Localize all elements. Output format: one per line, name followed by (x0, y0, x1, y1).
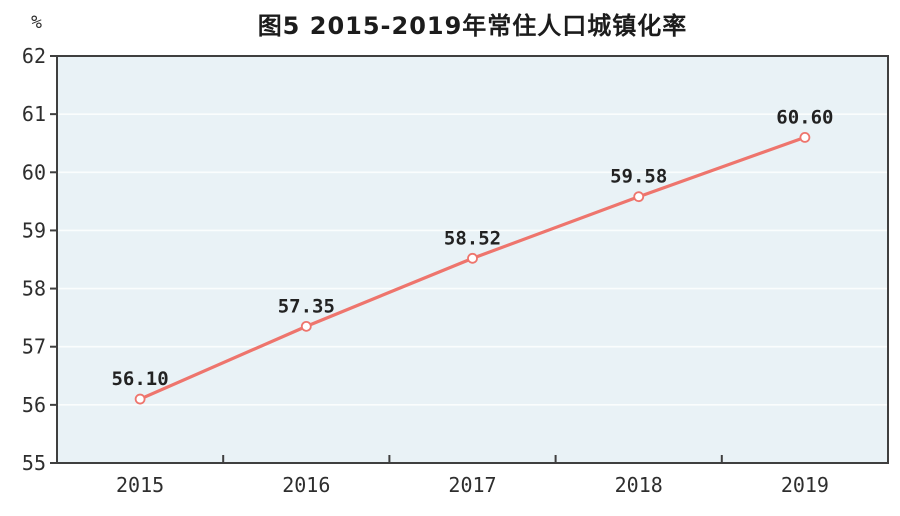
data-label: 57.35 (278, 295, 335, 317)
chart-title: 图5 2015-2019年常住人口城镇化率 (257, 12, 688, 40)
x-tick-label: 2019 (781, 473, 829, 497)
y-tick-label: 56 (22, 393, 46, 417)
x-tick-label: 2015 (116, 473, 164, 497)
x-tick-label: 2017 (448, 473, 496, 497)
data-label: 58.52 (444, 227, 501, 249)
y-tick-label: 60 (22, 160, 46, 184)
data-label: 59.58 (610, 166, 667, 188)
y-tick-label: 55 (22, 451, 46, 475)
y-tick-label: 59 (22, 218, 46, 242)
y-tick-label: 58 (22, 277, 46, 301)
plot-border (56, 55, 889, 464)
data-label: 56.10 (111, 368, 168, 390)
x-tick-label: 2016 (282, 473, 330, 497)
y-tick-label: 62 (22, 44, 46, 68)
y-axis-unit-label: % (31, 12, 42, 33)
y-tick-label: 57 (22, 335, 46, 359)
data-point (633, 191, 645, 203)
y-tick-label: 61 (22, 102, 46, 126)
data-label: 60.60 (776, 106, 833, 128)
x-tick-label: 2018 (615, 473, 663, 497)
data-point (134, 393, 146, 405)
data-point (467, 252, 478, 264)
data-point (300, 320, 312, 332)
data-point (799, 131, 811, 143)
